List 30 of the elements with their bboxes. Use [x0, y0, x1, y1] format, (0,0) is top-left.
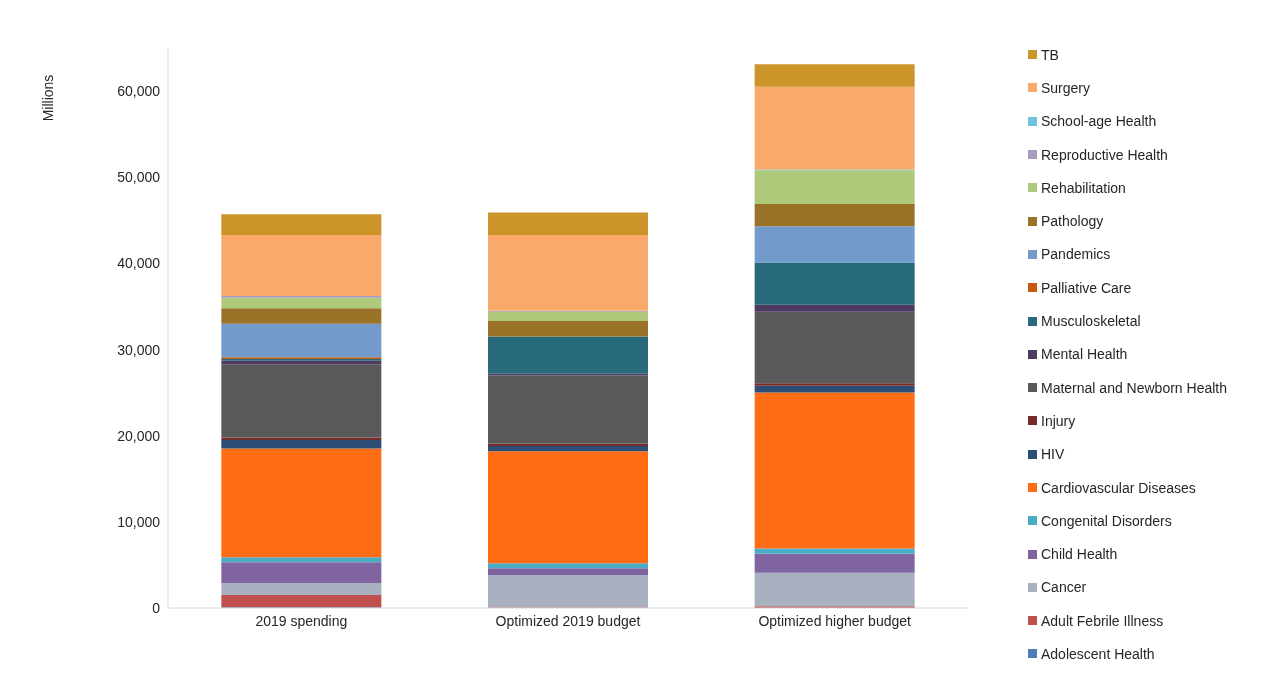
legend-label: Mental Health [1041, 346, 1128, 363]
y-tick-label: 20,000 [117, 427, 161, 444]
y-tick-label: 50,000 [117, 169, 161, 186]
legend-label: Maternal and Newborn Health [1041, 379, 1227, 396]
legend-label: Pathology [1041, 213, 1104, 230]
legend-label: School-age Health [1041, 113, 1157, 130]
legend-label: Injury [1041, 412, 1076, 429]
legend-label: Surgery [1041, 79, 1091, 96]
y-tick-label: 60,000 [117, 83, 161, 100]
x-tick-label: 2019 spending [255, 612, 348, 629]
legend-label: Pandemics [1041, 246, 1111, 263]
legend-label: Adult Febrile Illness [1041, 612, 1164, 629]
legend-label: TB [1041, 46, 1059, 63]
legend-label: Rehabilitation [1041, 179, 1126, 196]
x-tick-label: Optimized 2019 budget [495, 612, 641, 629]
legend-label: Child Health [1041, 546, 1118, 563]
y-tick-label: 10,000 [117, 513, 161, 530]
y-tick-label: 0 [152, 599, 161, 616]
legend-label: Musculoskeletal [1041, 313, 1141, 330]
legend-label: Cancer [1041, 579, 1087, 596]
legend-label: HIV [1041, 446, 1065, 463]
legend-label: Palliative Care [1041, 279, 1132, 296]
y-tick-label: 30,000 [117, 341, 161, 358]
legend-label: Adolescent Health [1041, 645, 1155, 662]
legend-label: Congenital Disorders [1041, 512, 1172, 529]
y-tick-label: 40,000 [117, 255, 161, 272]
legend-label: Cardiovascular Diseases [1041, 479, 1196, 496]
legend-label: Reproductive Health [1041, 146, 1168, 163]
x-tick-label: Optimized higher budget [758, 612, 912, 629]
y-axis-title: Millions [39, 74, 56, 122]
